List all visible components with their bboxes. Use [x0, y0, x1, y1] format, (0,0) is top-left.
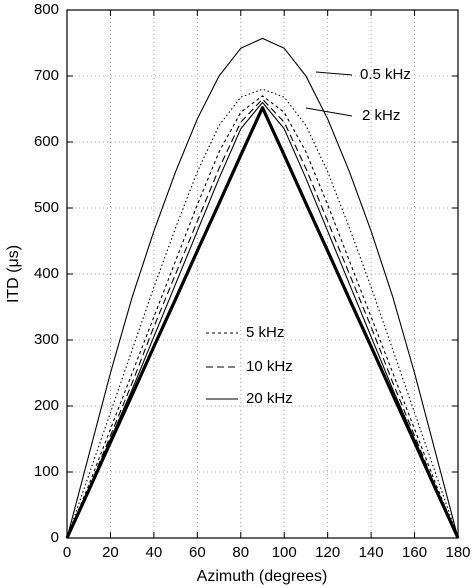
series-line	[65, 106, 460, 539]
y-tick-label: 700	[34, 67, 59, 84]
legend-label: 10 kHz	[246, 358, 293, 375]
series-line	[66, 98, 459, 539]
annotation-leader	[305, 107, 353, 117]
x-tick-label: 40	[146, 544, 163, 561]
series-line	[66, 37, 459, 539]
x-tick-label: 80	[232, 544, 249, 561]
x-tick-label: 120	[315, 544, 340, 561]
plot-frame	[66, 9, 459, 539]
y-tick-label: 200	[34, 397, 59, 414]
y-tick-label: 300	[34, 331, 59, 348]
y-tick-label: 500	[34, 199, 59, 216]
x-tick-label: 0	[63, 544, 71, 561]
legend-label: 20 kHz	[246, 390, 293, 407]
annotation-label: 2 kHz	[362, 107, 400, 124]
annotation-label: 0.5 kHz	[360, 66, 411, 83]
legend-label: 5 kHz	[246, 324, 284, 341]
x-tick-label: 60	[189, 544, 206, 561]
series-line	[66, 95, 459, 539]
series-line	[66, 88, 459, 539]
x-tick-label: 140	[359, 544, 384, 561]
y-axis-title: ITD (μs)	[5, 245, 22, 303]
x-tick-label: 100	[272, 544, 297, 561]
y-tick-label: 800	[34, 1, 59, 18]
y-tick-label: 600	[34, 133, 59, 150]
y-tick-label: 400	[34, 265, 59, 282]
x-tick-label: 180	[445, 544, 470, 561]
y-tick-label: 0	[51, 529, 59, 546]
x-axis-title: Azimuth (degrees)	[197, 568, 328, 585]
x-tick-label: 20	[102, 544, 119, 561]
series-line	[66, 101, 459, 539]
annotation-leader	[315, 71, 353, 76]
y-tick-label: 100	[34, 463, 59, 480]
x-tick-label: 160	[402, 544, 427, 561]
